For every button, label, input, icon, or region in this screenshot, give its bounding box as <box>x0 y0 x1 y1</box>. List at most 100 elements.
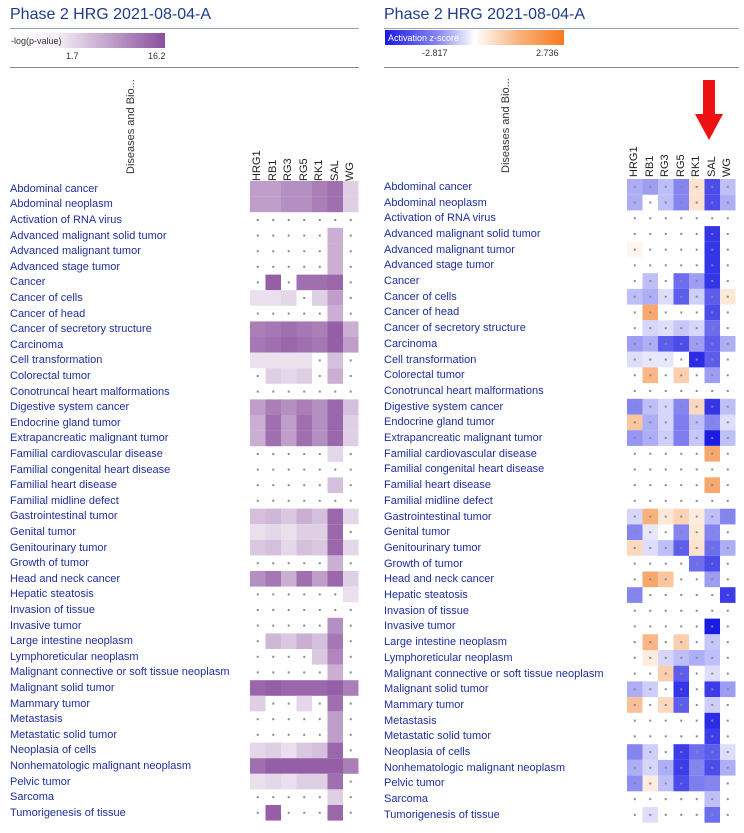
heatmap-cell[interactable] <box>343 415 359 431</box>
heatmap-cell[interactable] <box>312 524 328 540</box>
heatmap-cell[interactable] <box>327 789 344 805</box>
heatmap-cell[interactable] <box>327 571 344 587</box>
row-label[interactable]: Digestive system cancer <box>384 400 504 413</box>
row-label[interactable]: Genital tumor <box>10 526 77 538</box>
heatmap-cell[interactable] <box>312 633 328 649</box>
row-label[interactable]: Sarcoma <box>10 791 55 804</box>
row-label[interactable]: Conotruncal heart malformations <box>10 385 170 398</box>
heatmap-cell[interactable] <box>265 773 282 790</box>
row-label[interactable]: Mammary tumor <box>10 697 91 710</box>
heatmap-cell[interactable] <box>296 571 313 587</box>
row-label[interactable]: Gastrointestinal tumor <box>384 510 492 523</box>
heatmap-cell[interactable] <box>327 259 344 275</box>
heatmap-cell[interactable] <box>265 539 282 556</box>
heatmap-cell[interactable] <box>265 290 282 306</box>
heatmap-cell[interactable] <box>327 399 344 415</box>
row-label[interactable]: Cancer of cells <box>384 290 457 303</box>
heatmap-cell[interactable] <box>327 243 344 259</box>
heatmap-cell[interactable] <box>250 430 266 447</box>
heatmap-cell[interactable] <box>296 758 313 774</box>
heatmap-cell[interactable] <box>327 555 344 571</box>
heatmap-cell[interactable] <box>265 571 282 587</box>
heatmap-cell[interactable] <box>327 290 344 306</box>
heatmap-cell[interactable] <box>265 274 282 291</box>
row-label[interactable]: Digestive system cancer <box>10 401 130 414</box>
row-label[interactable]: Advanced malignant tumor <box>384 243 515 256</box>
heatmap-cell[interactable] <box>312 430 328 447</box>
heatmap-cell[interactable] <box>265 415 282 431</box>
heatmap-cell[interactable] <box>296 337 313 353</box>
heatmap-cell[interactable] <box>281 399 297 415</box>
row-label[interactable]: Cancer of cells <box>10 292 83 304</box>
heatmap-cell[interactable] <box>343 571 359 587</box>
heatmap-cell[interactable] <box>312 742 328 759</box>
row-label[interactable]: Cell transformation <box>10 354 103 367</box>
heatmap-cell[interactable] <box>327 508 344 525</box>
row-label[interactable]: Hepatic steatosis <box>384 589 468 602</box>
heatmap-cell[interactable] <box>327 742 344 759</box>
row-label[interactable]: Familial cardiovascular disease <box>384 447 537 460</box>
row-label[interactable]: Endocrine gland tumor <box>384 416 495 429</box>
row-label[interactable]: Familial congenital heart disease <box>10 463 171 476</box>
heatmap-cell[interactable] <box>327 711 344 727</box>
heatmap-cell[interactable] <box>312 415 328 431</box>
heatmap-cell[interactable] <box>250 524 266 540</box>
row-label[interactable]: Tumorigenesis of tissue <box>10 806 126 819</box>
heatmap-cell[interactable] <box>250 539 266 556</box>
row-label[interactable]: Familial cardiovascular disease <box>10 448 163 460</box>
heatmap-cell[interactable] <box>327 773 344 790</box>
heatmap-cell[interactable] <box>281 680 297 696</box>
heatmap-cell[interactable] <box>250 415 266 431</box>
row-label[interactable]: Familial heart disease <box>10 479 117 492</box>
heatmap-cell[interactable] <box>250 571 266 587</box>
heatmap-cell[interactable] <box>327 805 344 821</box>
row-label[interactable]: Metastatic solid tumor <box>384 730 491 743</box>
heatmap-cell[interactable] <box>250 758 266 774</box>
heatmap-cell[interactable] <box>296 399 313 415</box>
row-label[interactable]: Cancer of secretory structure <box>384 322 526 335</box>
heatmap-cell[interactable] <box>281 290 297 306</box>
heatmap-cell[interactable] <box>343 508 359 525</box>
row-label[interactable]: Large intestine neoplasm <box>10 635 133 648</box>
heatmap-cell[interactable] <box>327 352 344 369</box>
heatmap-cell[interactable] <box>343 321 359 337</box>
heatmap-cell[interactable] <box>281 773 297 790</box>
heatmap-cell[interactable] <box>343 430 359 447</box>
heatmap-cell[interactable] <box>250 337 266 353</box>
heatmap-cell[interactable] <box>281 181 297 197</box>
heatmap-cell[interactable] <box>343 586 359 603</box>
row-label[interactable]: Malignant solid tumor <box>10 682 115 694</box>
heatmap-cell[interactable] <box>281 352 297 369</box>
heatmap-cell[interactable] <box>296 524 313 540</box>
heatmap-cell[interactable] <box>281 321 297 337</box>
heatmap-cell[interactable] <box>327 477 344 493</box>
row-label[interactable]: Extrapancreatic malignant tumor <box>384 432 543 445</box>
heatmap-cell[interactable] <box>296 368 313 384</box>
row-label[interactable]: Advanced malignant tumor <box>10 245 141 258</box>
row-label[interactable]: Genital tumor <box>384 526 451 539</box>
row-label[interactable]: Invasive tumor <box>384 620 456 633</box>
heatmap-cell[interactable] <box>281 524 297 540</box>
row-label[interactable]: Advanced malignant solid tumor <box>384 227 541 240</box>
row-label[interactable]: Familial congenital heart disease <box>384 463 545 476</box>
row-label[interactable]: Genitourinary tumor <box>384 541 482 554</box>
heatmap-cell[interactable] <box>265 758 282 774</box>
row-label[interactable]: Hepatic steatosis <box>10 588 94 601</box>
heatmap-cell[interactable] <box>265 508 282 525</box>
row-label[interactable]: Genitourinary tumor <box>10 541 108 554</box>
heatmap-cell[interactable] <box>281 758 297 774</box>
heatmap-cell[interactable] <box>265 352 282 369</box>
heatmap-cell[interactable] <box>312 773 328 790</box>
heatmap-cell[interactable] <box>327 446 344 462</box>
heatmap-cell[interactable] <box>327 524 344 540</box>
heatmap-cell[interactable] <box>327 196 344 213</box>
heatmap-cell[interactable] <box>327 633 344 649</box>
heatmap-cell[interactable] <box>312 539 328 556</box>
row-label[interactable]: Head and neck cancer <box>10 572 121 585</box>
heatmap-cell[interactable] <box>327 695 344 712</box>
row-label[interactable]: Endocrine gland tumor <box>10 416 121 429</box>
heatmap-cell[interactable] <box>281 633 297 649</box>
heatmap-cell[interactable] <box>250 773 266 790</box>
heatmap-cell[interactable] <box>296 352 313 369</box>
row-label[interactable]: Cancer of head <box>10 307 86 320</box>
